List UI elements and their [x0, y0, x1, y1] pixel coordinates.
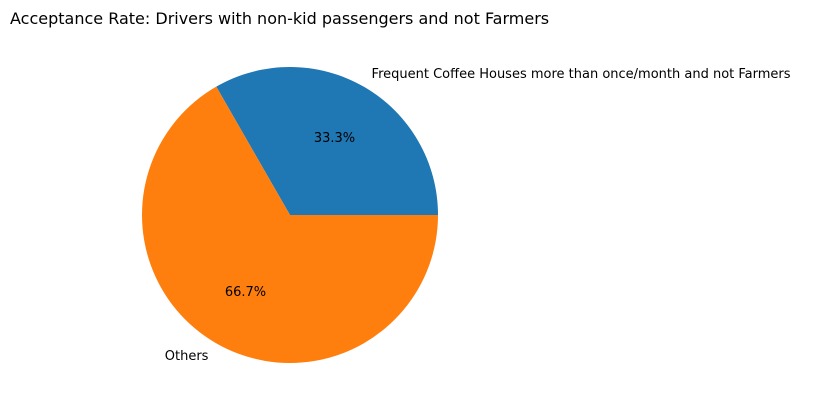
chart-title: Acceptance Rate: Drivers with non-kid pa… — [10, 9, 549, 28]
pie-labels: 33.3% Frequent Coffee Houses more than on… — [165, 67, 791, 364]
pie-pct-label-1: 66.7% — [225, 285, 266, 300]
pie-pct-label-0: 33.3% — [314, 131, 355, 146]
pie-slices — [142, 66, 439, 364]
pie-slice-1 — [142, 86, 439, 364]
pie-category-label-0: Frequent Coffee Houses more than once/mo… — [372, 67, 791, 82]
pie-category-label-1: Others — [165, 349, 209, 364]
pie-slice-0 — [216, 66, 438, 215]
